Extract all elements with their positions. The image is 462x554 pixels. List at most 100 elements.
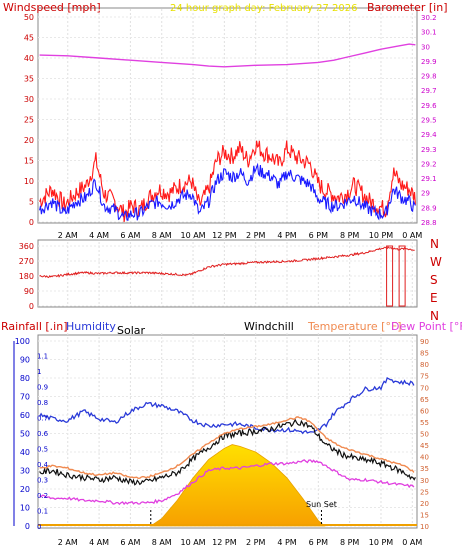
baro-tick-label: 29.8 [421,73,437,81]
rain-tick-label: 1 [37,368,41,376]
wind-panel-frame [37,7,418,224]
wind-tick-label: 5 [29,198,34,207]
x-tick-label-bottom: 10 PM [369,538,394,547]
rain-tick-label: 0.4 [37,461,49,469]
x-tick-label-top: 10 AM [180,231,205,240]
humidity-tick-label: 100 [15,337,30,346]
compass-label: N [430,309,439,323]
baro-tick-label: 29.7 [421,87,437,95]
x-tick-label-top: 4 PM [277,231,296,240]
humidity-tick-label: 50 [20,430,30,439]
wind-tick-label: 20 [24,136,34,145]
direction-tick-label: 180 [19,272,34,281]
x-tick-label-bottom: 8 PM [340,538,359,547]
temp-tick-label: 90 [420,338,429,346]
direction-tick-label: 270 [19,257,34,266]
wind-tick-label: 35 [24,75,34,84]
solar-area [38,444,417,527]
x-tick-label-bottom: 10 AM [180,538,205,547]
wind-gust-line [39,140,416,223]
humidity-tick-label: 20 [20,485,30,494]
sunset-label: Sun Set [306,500,337,509]
x-tick-label-top: 6 AM [120,231,140,240]
baro-tick-label: 30.2 [421,14,437,22]
wind-tick-label: 25 [24,116,34,125]
humidity-tick-label: 90 [20,356,30,365]
x-tick-label-top: 6 PM [309,231,328,240]
windspeed-title: Windspeed [mph] [3,1,101,14]
series-lines [39,43,416,526]
graph-date-title: 24 hour graph day: February 27 2026 [170,3,358,14]
wind-direction-spike [386,245,394,307]
humidity-tick-label: 10 [20,504,30,513]
rain-tick-label: 0 [37,523,41,531]
rain-tick-label: 1.1 [37,353,48,361]
humidity-tick-label: 70 [20,393,30,402]
direction-tick-label: 90 [24,287,34,296]
temp-tick-label: 45 [420,442,429,450]
baro-tick-label: 29.9 [421,58,437,66]
wind-tick-label: 45 [24,34,34,43]
wind-average-line [39,162,416,221]
x-tick-label-bottom: 12 PM [212,538,237,547]
temp-tick-label: 40 [420,454,429,462]
rain-tick-label: 0.5 [37,446,48,454]
x-tick-label-top: 2 PM [246,231,265,240]
wind-direction-line [39,246,415,279]
baro-tick-label: 29.3 [421,146,437,154]
temp-tick-label: 20 [420,500,429,508]
temp-tick-label: 65 [420,396,429,404]
dewpoint-line [39,459,415,506]
x-tick-label-bottom: 0 AM [402,538,422,547]
x-tick-label-bottom: 6 AM [120,538,140,547]
wind-tick-label: 0 [29,218,34,227]
compass-label: N [430,237,439,251]
direction-tick-label: 360 [19,242,34,251]
rain-tick-label: 0.8 [37,399,48,407]
humidity-tick-label: 0 [25,522,30,531]
rain-tick-label: 0.7 [37,415,48,423]
temp-tick-label: 25 [420,488,429,496]
compass-label: E [430,291,438,305]
humidity-tick-label: 30 [20,467,30,476]
temp-tick-label: 35 [420,465,429,473]
solar-title: Solar [117,324,146,337]
rain-tick-label: 0.2 [37,492,48,500]
rain-tick-label: 0.9 [37,384,48,392]
baro-tick-label: 29.1 [421,175,437,183]
temp-tick-label: 55 [420,419,429,427]
wind-tick-label: 50 [24,13,34,22]
x-tick-label-top: 8 PM [340,231,359,240]
temp-tick-label: 15 [420,511,429,519]
x-tick-label-bottom: 4 PM [277,538,296,547]
windchill-title: Windchill [244,320,294,333]
humidity-tick-label: 40 [20,448,30,457]
x-tick-label-top: 0 AM [402,231,422,240]
humidity-title: Humidity [66,320,116,333]
baro-tick-label: 29.6 [421,102,437,110]
humidity-line [39,376,415,435]
x-tick-label-top: 8 AM [152,231,172,240]
temp-tick-label: 75 [420,373,429,381]
humidity-tick-label: 80 [20,374,30,383]
baro-tick-label: 30 [421,43,430,51]
rain-tick-label: 0.1 [37,508,48,516]
x-tick-label-top: 4 AM [89,231,109,240]
temp-tick-label: 85 [420,350,429,358]
wind-direction-spike [398,245,406,307]
x-tick-label-bottom: 8 AM [152,538,172,547]
baro-tick-label: 29.5 [421,117,437,125]
temp-tick-label: 50 [420,431,429,439]
x-tick-label-top: 2 AM [58,231,78,240]
direction-tick-label: 0 [29,302,34,311]
baro-tick-label: 28.8 [421,219,437,227]
baro-tick-label: 30.1 [421,29,437,37]
baro-tick-label: 28.9 [421,204,437,212]
baro-tick-label: 29.2 [421,160,437,168]
barometer-line [39,43,416,68]
temp-tick-label: 70 [420,384,429,392]
temp-tick-label: 80 [420,361,429,369]
barometer-title: Barometer [in] [367,1,448,14]
